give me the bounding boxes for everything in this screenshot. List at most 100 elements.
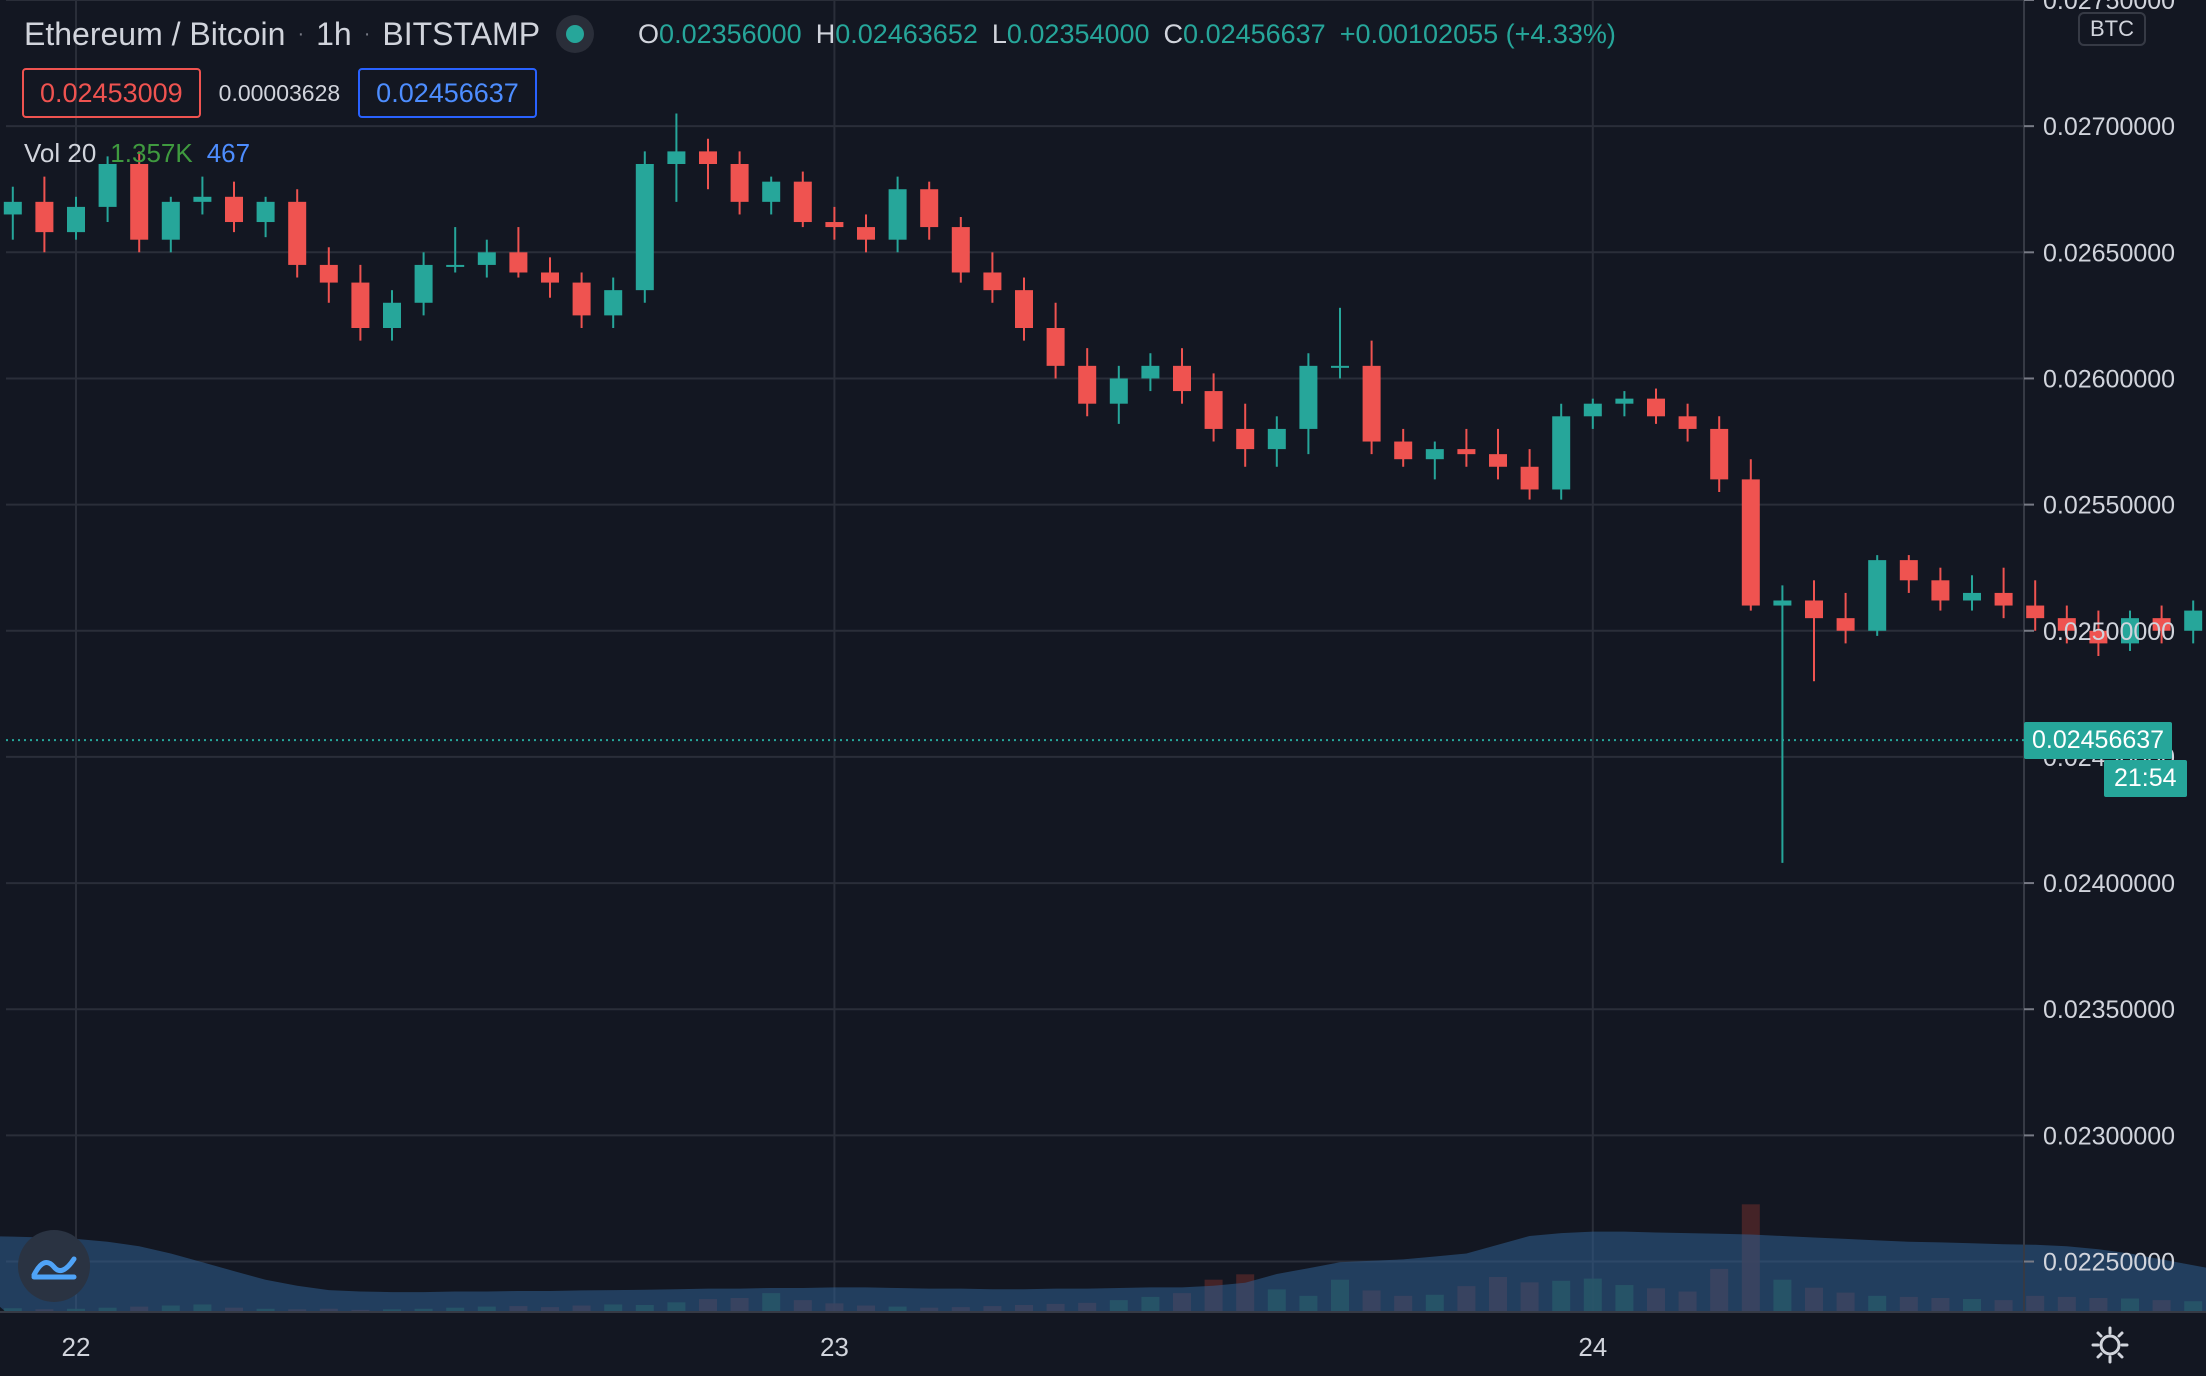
high-value: 0.02463652 (835, 18, 978, 49)
candle-body (256, 201, 275, 223)
candle-body (1836, 618, 1855, 631)
candle-body (920, 189, 939, 228)
candlestick-series (3, 113, 2203, 863)
candle-body (1583, 403, 1602, 417)
price-tick-label: 0.02500000 (2043, 618, 2175, 646)
candle-body (951, 227, 970, 273)
candle-body (1899, 560, 1918, 581)
candle-body (1773, 600, 1792, 606)
interval-label[interactable]: 1h (316, 15, 352, 52)
candle (2057, 605, 2076, 644)
candle-body (541, 272, 559, 283)
volume-indicator-label[interactable]: Vol 20 (24, 138, 97, 168)
price-tick-label: 0.02250000 (2043, 1249, 2175, 1277)
candle (161, 196, 180, 253)
symbol-legend[interactable]: Ethereum / Bitcoin · 1h · BITSTAMP O 0.0… (24, 12, 1616, 56)
candle (951, 216, 970, 283)
candle (572, 272, 591, 328)
legend-separator: · (297, 22, 305, 45)
candle-body (1868, 560, 1887, 631)
price-tick-label: 0.02300000 (2043, 1122, 2175, 1150)
candle-body (857, 227, 875, 240)
candle-body (414, 264, 433, 303)
low-value: 0.02354000 (1006, 18, 1150, 49)
candle-body (2121, 618, 2139, 644)
candle-body (477, 252, 496, 265)
candle-body (1046, 328, 1065, 366)
candle (1394, 428, 1413, 467)
candle (1078, 348, 1097, 417)
candle-body (604, 290, 623, 316)
candle-body (730, 164, 749, 202)
volume-ma-area (0, 1231, 2206, 1312)
candle-body (1394, 441, 1413, 460)
candle-body (1931, 580, 1950, 601)
candle (920, 181, 939, 240)
gear-icon[interactable] (2090, 1325, 2130, 1365)
candle-body (193, 196, 212, 202)
candle (1583, 398, 1602, 429)
candle (477, 239, 496, 278)
candle-body (1994, 592, 2013, 606)
candle (1267, 416, 1286, 467)
candle-body (635, 164, 654, 291)
candle (256, 196, 275, 238)
candle (225, 181, 243, 233)
candle-body (1457, 449, 1476, 455)
tradingview-logo-icon[interactable] (18, 1230, 90, 1302)
candle (1963, 575, 1981, 611)
candle (1109, 365, 1128, 424)
candle-body (793, 181, 812, 223)
candle-body (1489, 454, 1507, 467)
candle-body (1963, 592, 1981, 601)
candle (1204, 373, 1223, 442)
candle-body (3, 201, 22, 215)
spread-value: 0.00003628 (218, 79, 341, 106)
currency-badge[interactable]: BTC (2078, 12, 2146, 46)
symbol-name[interactable]: Ethereum / Bitcoin (24, 15, 286, 52)
candle (414, 252, 433, 316)
candle (383, 290, 401, 341)
open-value: 0.02356000 (659, 18, 802, 49)
time-tick-label: 24 (1578, 1332, 1607, 1362)
candle (667, 113, 686, 202)
candle (288, 189, 307, 278)
candle-body (1710, 428, 1729, 480)
candle-body (699, 151, 717, 164)
candle-body (2057, 618, 2076, 631)
candle-body (446, 264, 465, 267)
sell-button[interactable]: 0.02453009 (22, 68, 201, 118)
ohlc-values: O 0.02356000 H 0.02463652 L 0.02354000 C… (624, 19, 1616, 50)
volume-value: 1.357K (110, 138, 193, 168)
candle (1773, 585, 1792, 863)
low-key: L (991, 18, 1007, 49)
candle (793, 171, 812, 228)
buy-button[interactable]: 0.02456637 (358, 68, 537, 118)
price-tick-label: 0.02350000 (2043, 996, 2175, 1024)
candle-body (1141, 365, 1160, 379)
candle-body (825, 222, 844, 228)
candle (1741, 459, 1760, 611)
candle (2026, 580, 2045, 631)
candle-body (161, 201, 180, 240)
candle-body (1109, 378, 1128, 404)
high-key: H (815, 18, 836, 49)
candle (1836, 592, 1855, 644)
grid-lines (6, 0, 2024, 1312)
volume-ma-value: 467 (206, 138, 251, 168)
candle (193, 176, 212, 215)
volume-legend[interactable]: Vol 20 1.357K 467 (24, 138, 250, 169)
legend-separator: · (363, 22, 371, 45)
candle-body (2089, 630, 2108, 644)
candle-body (1805, 600, 1823, 619)
candle-body (983, 272, 1002, 291)
price-tick-label: 0.02400000 (2043, 870, 2175, 898)
close-key: C (1163, 18, 1184, 49)
gear-glyph (2091, 1326, 2129, 1364)
candle (67, 196, 85, 240)
candle-body (1362, 365, 1381, 442)
candle (1457, 428, 1476, 467)
